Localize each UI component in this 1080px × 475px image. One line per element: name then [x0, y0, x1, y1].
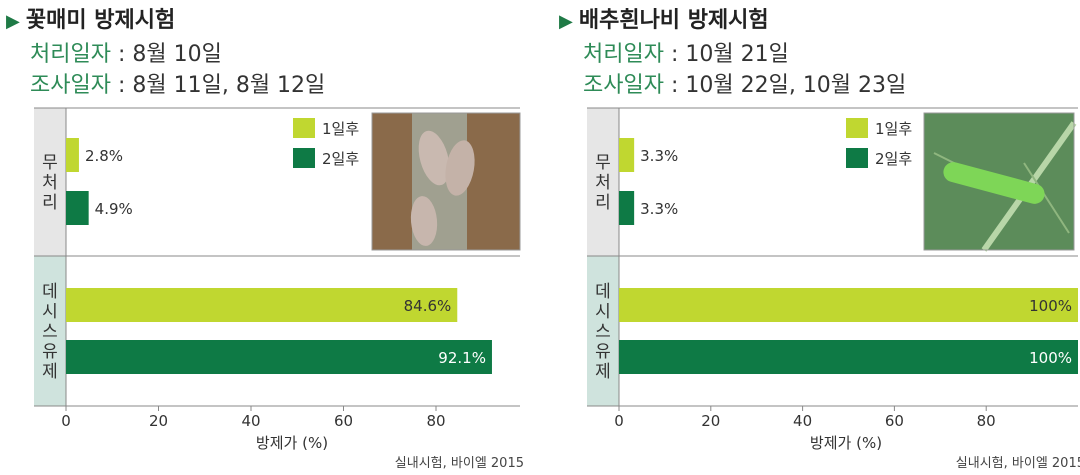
- group-label-char: 유: [42, 342, 58, 362]
- x-tick-label: 60: [885, 412, 904, 430]
- source-note: 실내시험, 바이엘 2015: [955, 456, 1080, 471]
- chart-panel-lanternfly: ▶ 꽃매미 방제시험 처리일자 : 8월 10일 조사일자 : 8월 11일, 8…: [6, 8, 524, 471]
- group-label-char: 유: [595, 342, 611, 362]
- lanternfly-body: [410, 196, 438, 246]
- bar-day2: [619, 340, 1078, 374]
- cabbage-white-caterpillar-photo: [923, 112, 1077, 252]
- x-tick-label: 0: [61, 412, 71, 430]
- x-tick-label: 0: [614, 412, 624, 430]
- data-label: 3.3%: [640, 200, 678, 218]
- legend-swatch: [293, 118, 315, 138]
- group-label-char: 스: [42, 322, 58, 342]
- data-label: 92.1%: [438, 349, 486, 367]
- group-label-char: 처: [595, 173, 611, 193]
- bar-day2: [66, 340, 492, 374]
- legend-swatch: [846, 148, 868, 168]
- chart-title: ▶ 배추흰나비 방제시험: [559, 8, 769, 33]
- legend-label: 2일후: [322, 150, 359, 168]
- bar-day1: [619, 288, 1078, 322]
- x-axis-label: 방제가 (%): [810, 434, 882, 452]
- photo-border: [371, 112, 521, 251]
- bar-day1: [619, 138, 635, 172]
- group-label-char: 스: [595, 322, 611, 342]
- data-label: 100%: [1029, 297, 1072, 315]
- legend-label: 2일후: [875, 150, 912, 168]
- group-label-char: 처: [42, 173, 58, 193]
- legend-label: 1일후: [875, 120, 912, 138]
- source-note: 실내시험, 바이엘 2015: [394, 456, 524, 471]
- treatment-date: 처리일자 : 8월 10일: [30, 42, 222, 67]
- group-label-char: 무: [42, 153, 58, 173]
- group-label-char: 무: [595, 153, 611, 173]
- x-tick-label: 20: [149, 412, 168, 430]
- group-label-char: 데: [595, 282, 611, 302]
- group-label-char: 리: [595, 193, 611, 213]
- lanternfly-body: [445, 140, 475, 196]
- data-label: 2.8%: [85, 147, 123, 165]
- spotted-lanternfly-photo: [371, 112, 521, 251]
- treatment-date: 처리일자 : 10월 21일: [583, 42, 789, 67]
- x-tick-label: 80: [426, 412, 445, 430]
- group-label-char: 데: [42, 282, 58, 302]
- group-label-char: 리: [42, 193, 58, 213]
- group-label-char: 시: [42, 302, 58, 322]
- chart-title: ▶ 꽃매미 방제시험: [6, 8, 176, 33]
- x-tick-label: 60: [334, 412, 353, 430]
- x-tick-label: 80: [977, 412, 996, 430]
- triangle-bullet-icon: ▶: [559, 11, 573, 32]
- legend-swatch: [846, 118, 868, 138]
- x-axis-label: 방제가 (%): [256, 434, 328, 452]
- group-label-char: 시: [595, 302, 611, 322]
- data-label: 4.9%: [95, 200, 133, 218]
- group-band-treated: [587, 256, 619, 406]
- x-tick-label: 40: [241, 412, 260, 430]
- data-label: 100%: [1029, 349, 1072, 367]
- bar-day2: [66, 191, 89, 225]
- group-label-char: 제: [595, 362, 611, 382]
- group-band-treated: [34, 256, 66, 406]
- legend-swatch: [293, 148, 315, 168]
- x-tick-label: 40: [793, 412, 812, 430]
- group-band-untreated: [587, 108, 619, 256]
- survey-date: 조사일자 : 8월 11일, 8월 12일: [30, 73, 326, 98]
- data-label: 3.3%: [640, 147, 678, 165]
- group-band-untreated: [34, 108, 66, 256]
- leaf-vein: [1023, 162, 1070, 234]
- chart-panel-cabbage-white: ▶ 배추흰나비 방제시험 처리일자 : 10월 21일 조사일자 : 10월 22…: [553, 0, 1080, 475]
- group-label-char: 제: [42, 362, 58, 382]
- legend-label: 1일후: [322, 120, 359, 138]
- lanternfly-body: [418, 130, 450, 186]
- bar-day1: [66, 138, 79, 172]
- photo-border: [923, 112, 1075, 251]
- bar-day2: [619, 191, 635, 225]
- caterpillar-body: [943, 162, 1045, 204]
- bar-day1: [66, 288, 458, 322]
- triangle-bullet-icon: ▶: [6, 11, 20, 32]
- x-tick-label: 20: [701, 412, 720, 430]
- survey-date: 조사일자 : 10월 22일, 10월 23일: [583, 73, 907, 98]
- data-label: 84.6%: [404, 297, 452, 315]
